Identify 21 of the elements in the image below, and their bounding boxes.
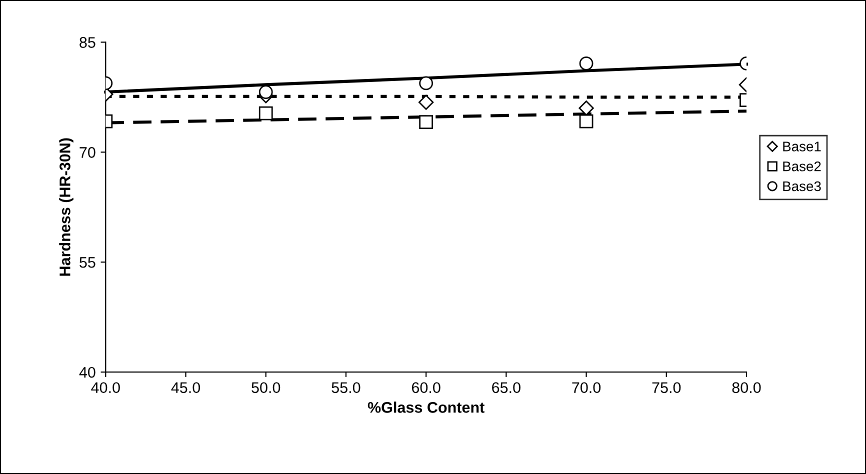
y-tick-label: 70: [80, 147, 96, 158]
point: [419, 76, 434, 90]
point: [419, 115, 434, 130]
x-tick-label: 55.0: [332, 382, 360, 394]
y-axis-title: Hardness (HR-30N): [59, 138, 74, 276]
x-tick-label: 50.0: [252, 382, 280, 394]
x-axis-title: %Glass Content: [368, 402, 484, 413]
y-tick-label: 40: [79, 366, 96, 378]
legend-label: Base3: [783, 181, 821, 192]
y-tick-label: 85: [80, 37, 96, 48]
x-tick-label: 60.0: [412, 382, 440, 394]
point: [418, 94, 434, 110]
y-tick-label: 55: [80, 257, 96, 268]
x-tick-label: 75.0: [652, 382, 681, 394]
x-tick-label: 65.0: [492, 382, 520, 394]
legend-label: Base2: [783, 161, 821, 172]
x-tick-label: 80.0: [732, 382, 761, 394]
x-tick-label: 45.0: [171, 382, 200, 394]
legend-label: Base1: [783, 142, 821, 152]
x-tick-label: 70.0: [572, 382, 601, 394]
x-tick-label: 40.0: [91, 382, 120, 394]
